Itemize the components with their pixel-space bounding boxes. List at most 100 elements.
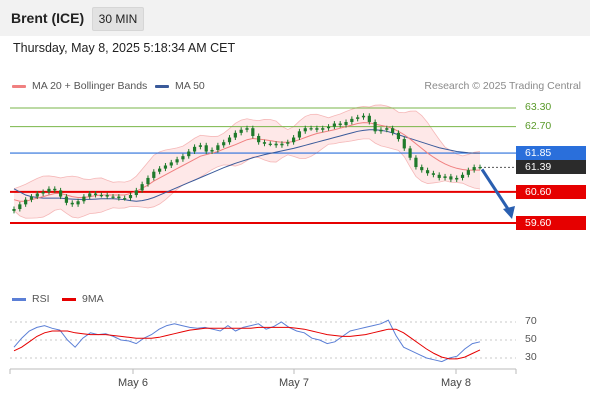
rsi-label: RSI — [32, 293, 50, 305]
candle-body — [175, 159, 179, 163]
ma20-swatch — [12, 84, 26, 88]
candle-body — [466, 170, 470, 175]
pivot-tag: 61.85 — [516, 146, 586, 160]
ma20-line — [13, 122, 480, 202]
candle-body — [274, 143, 278, 146]
candle-body — [356, 117, 360, 119]
candle-body — [472, 167, 476, 171]
candle-body — [99, 195, 103, 197]
candle-body — [350, 118, 354, 122]
rsi-ma-line — [13, 326, 481, 360]
moving-averages — [13, 122, 480, 202]
candle-body — [47, 188, 51, 192]
candle-body — [82, 196, 86, 202]
candle-body — [292, 137, 296, 143]
forecast-arrow — [480, 168, 515, 219]
rsi-panel-lines — [10, 319, 516, 363]
candle-body — [455, 177, 459, 180]
forecast-arrow-shaft — [480, 168, 512, 213]
candle-body — [437, 174, 441, 178]
bollinger-lower-line — [13, 138, 481, 219]
ma50-line — [13, 129, 480, 202]
candle-body — [257, 135, 261, 143]
candle-body — [105, 195, 109, 197]
candle-body — [158, 168, 162, 172]
candle-body — [24, 199, 28, 205]
candle-body — [332, 123, 336, 127]
candle-body — [297, 131, 302, 138]
bollinger-band — [13, 104, 481, 219]
candle-body — [268, 143, 272, 145]
candle-body — [64, 196, 69, 203]
x-tick-may-8: May 8 — [441, 377, 471, 389]
candle-body — [216, 145, 220, 150]
candle-body — [396, 132, 401, 140]
candle-body — [152, 171, 156, 178]
candle-body — [88, 193, 92, 197]
candle-body — [70, 202, 74, 205]
candle-body — [53, 188, 57, 191]
candle-body — [93, 193, 98, 196]
candle-body — [449, 176, 453, 180]
candle-body — [420, 167, 424, 171]
candle-body — [286, 142, 290, 144]
candle-body — [233, 132, 237, 138]
legend-rsi-ma: 9MA — [62, 293, 104, 305]
candle-body — [262, 142, 267, 144]
candle-body — [29, 196, 34, 200]
candle-body — [379, 129, 383, 132]
candle-body — [239, 129, 243, 133]
ma20-label: MA 20 + Bollinger Bands — [32, 80, 148, 92]
rsi-level-30: 30 — [525, 351, 537, 363]
candle-body — [146, 177, 150, 185]
candle-body — [245, 128, 249, 130]
timeframe-badge[interactable]: 30 MIN — [92, 7, 144, 31]
candle-body — [134, 190, 138, 196]
candle-body — [169, 162, 173, 166]
candle-body — [408, 148, 412, 158]
candle-body — [326, 126, 331, 129]
ma50-label: MA 50 — [175, 80, 205, 92]
candle-body — [140, 184, 144, 191]
rsi-level-70: 70 — [525, 315, 537, 327]
candle-body — [385, 128, 389, 130]
candle-body — [321, 128, 325, 130]
candle-body — [367, 115, 371, 122]
candle-body — [12, 209, 16, 211]
legend-ma20: MA 20 + Bollinger Bands — [12, 80, 147, 92]
candle-body — [280, 143, 284, 146]
candle-body — [227, 137, 232, 143]
rsi-level-50: 50 — [525, 333, 537, 345]
support-59-60-tag: 59.60 — [516, 216, 586, 230]
forecast-arrow-head — [503, 206, 515, 219]
resistance-63-30-label: 63.30 — [525, 101, 552, 113]
legend-rsi: RSI — [12, 293, 50, 305]
candle-body — [198, 145, 202, 147]
candle-body — [123, 198, 127, 200]
rsi-line — [13, 319, 481, 363]
candle-body — [361, 115, 366, 118]
candle-body — [41, 191, 45, 194]
candle-body — [18, 204, 22, 210]
candle-body — [391, 128, 395, 133]
support-60-60-tag: 60.60 — [516, 185, 586, 199]
datetime-label: Thursday, May 8, 2025 5:18:34 AM CET — [13, 41, 236, 55]
candle-body — [443, 176, 447, 178]
candle-body — [204, 145, 208, 152]
candle-body — [192, 146, 197, 152]
bollinger-upper-line — [13, 104, 481, 190]
price-level-lines — [10, 107, 516, 224]
candle-body — [163, 165, 168, 169]
ma50-swatch — [155, 84, 169, 88]
candle-body — [402, 139, 406, 149]
x-tick-may-6: May 6 — [118, 377, 148, 389]
candle-body — [344, 121, 348, 126]
rsi-swatch — [12, 297, 26, 301]
candle-body — [460, 174, 465, 178]
candle-body — [373, 121, 377, 132]
candle-body — [315, 128, 319, 130]
candle-body — [187, 151, 191, 157]
candle-body — [414, 157, 418, 168]
